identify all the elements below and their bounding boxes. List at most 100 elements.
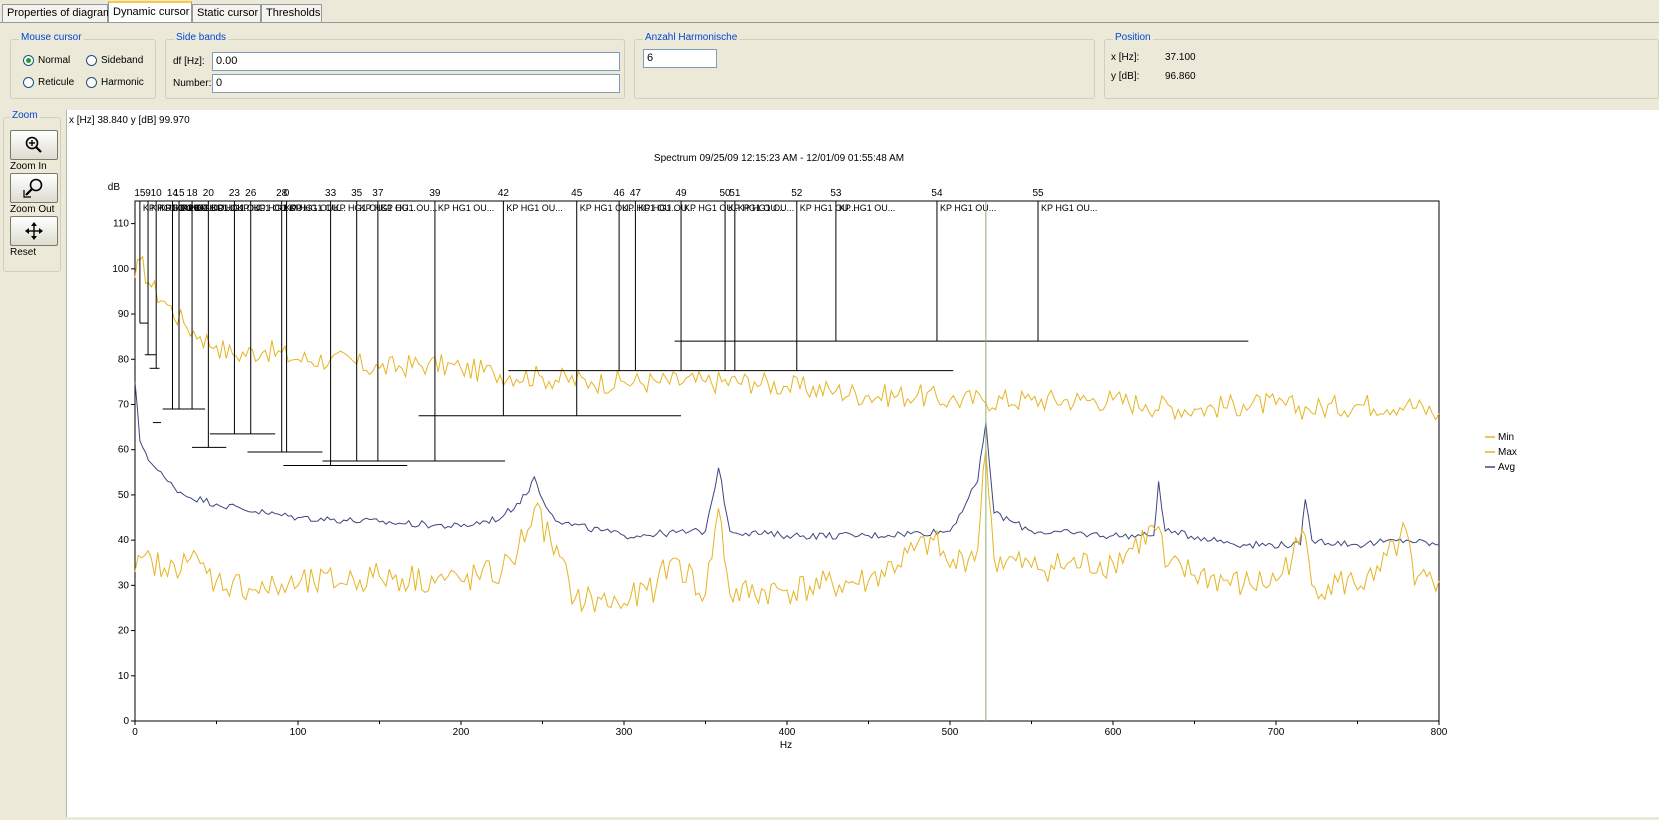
zoom-in-icon — [25, 136, 42, 153]
radio-harmonic[interactable]: Harmonic — [86, 77, 144, 88]
harmonic-mark-label: 52 — [791, 188, 803, 199]
radio-reticule[interactable]: Reticule — [23, 77, 74, 88]
tab-dynamic-cursor[interactable]: Dynamic cursor — [108, 1, 192, 23]
harmonic-mark-label: 47 — [630, 188, 642, 199]
harmonic-mark-label: 39 — [429, 188, 441, 199]
y-tick-label: 40 — [118, 535, 130, 546]
y-tick-label: 50 — [118, 490, 130, 501]
radio-normal-dot[interactable] — [23, 55, 34, 66]
position-group: Position x [Hz]: 37.100 y [dB]: 96.860 — [1104, 32, 1659, 99]
radio-sideband-label: Sideband — [101, 55, 144, 66]
harmonic-mark-label: 46 — [614, 188, 626, 199]
position-x-value: 37.100 — [1165, 52, 1196, 63]
harmonic-mark-label: 53 — [830, 188, 842, 199]
y-ticks: 0 10 20 30 40 50 60 70 80 90 100 110 — [112, 219, 135, 727]
y-tick-label: 70 — [118, 399, 130, 410]
harmonic-mark-label: 0 — [284, 188, 290, 199]
harmonic-mark-label: 54 — [931, 188, 943, 199]
harmonics-group: Anzahl Harmonische 6 — [634, 32, 1095, 99]
harmonic-mark-label: 55 — [1032, 188, 1044, 199]
zoom-group: Zoom — [3, 110, 61, 272]
reset-label: Reset — [10, 247, 37, 258]
mouse-cursor-group: Mouse cursor Normal Sideband Reticule Ha… — [10, 32, 156, 99]
harmonic-mark-label: 37 — [372, 188, 384, 199]
x-tick-label: 200 — [453, 727, 470, 738]
harmonic-mark-annotation: KP HG1 OU... — [175, 203, 231, 213]
harmonic-mark-annotation: KP HG1 OU... — [237, 203, 293, 213]
radio-normal[interactable]: Normal — [23, 55, 70, 66]
harmonic-mark-label: 15 — [134, 188, 146, 199]
harmonic-mark-label: 18 — [186, 188, 198, 199]
harmonic-mark-annotation: KP HG1 OU... — [580, 203, 636, 213]
zoom-in-button[interactable] — [10, 130, 58, 160]
x-tick-label: 100 — [290, 727, 307, 738]
x-tick-label: 700 — [1268, 727, 1285, 738]
x-tick-label: 300 — [616, 727, 633, 738]
series-max-line — [134, 255, 1440, 421]
radio-harmonic-dot[interactable] — [86, 77, 97, 88]
cursor-settings-panel: Mouse cursor Normal Sideband Reticule Ha… — [0, 22, 1659, 110]
harmonics-title: Anzahl Harmonische — [643, 32, 740, 43]
harmonic-mark-label: 33 — [325, 188, 337, 199]
chart-area[interactable]: x [Hz] 38.840 y [dB] 99.970 Spectrum 09/… — [67, 110, 1659, 817]
y-tick-label: 110 — [113, 219, 129, 230]
harmonic-mark-annotation: KP HG1 OU... — [800, 203, 856, 213]
position-y-value: 96.860 — [1165, 71, 1196, 82]
legend-label-avg: Avg — [1498, 462, 1515, 473]
side-bands-group: Side bands df [Hz]: 0.00 Number: 0 — [165, 32, 625, 99]
number-input[interactable]: 0 — [212, 74, 620, 93]
side-bands-title: Side bands — [174, 32, 229, 43]
mouse-cursor-title: Mouse cursor — [19, 32, 84, 43]
position-x-label: x [Hz]: — [1111, 52, 1140, 63]
tab-properties-of-diagram[interactable]: Properties of diagram — [2, 4, 112, 22]
tab-thresholds[interactable]: Thresholds — [261, 4, 322, 22]
x-tick-label: 0 — [132, 727, 138, 738]
harmonic-mark-label: 10 — [151, 188, 163, 199]
radio-normal-label: Normal — [38, 55, 71, 66]
radio-sideband[interactable]: Sideband — [86, 55, 143, 66]
zoom-title: Zoom — [10, 110, 40, 121]
harmonic-mark-annotation: KP HG1 OU... — [381, 203, 437, 213]
harmonic-mark-annotation: KP HG1 OU... — [182, 203, 238, 213]
harmonic-mark-annotation: KP HG1 OU... — [1041, 203, 1097, 213]
harmonic-mark-label: 49 — [675, 188, 687, 199]
harmonic-mark-label: 51 — [729, 188, 741, 199]
harmonic-mark-label: 20 — [203, 188, 215, 199]
zoom-in-label: Zoom In — [10, 161, 47, 172]
harmonic-mark-annotation: KP HG1 OU... — [638, 203, 694, 213]
y-tick-label: 100 — [112, 264, 129, 275]
harmonic-mark-label: 15 — [173, 188, 185, 199]
spectrum-chart[interactable]: x [Hz] 38.840 y [dB] 99.970 Spectrum 09/… — [67, 110, 1659, 817]
radio-harmonic-label: Harmonic — [101, 77, 144, 88]
tab-bar: Properties of diagram Dynamic cursor Sta… — [0, 0, 1659, 23]
y-tick-label: 30 — [118, 580, 130, 591]
harmonic-mark-annotation: KP HG1 OU... — [728, 203, 784, 213]
harmonic-mark-label: 50 — [719, 188, 731, 199]
harmonic-mark-annotation: KP HG1 OU... — [940, 203, 996, 213]
y-tick-label: 60 — [118, 445, 130, 456]
sideband-bars — [139, 322, 1249, 467]
zoom-panel: Zoom Zoom In Zoom Out Reset — [0, 110, 67, 817]
radio-sideband-dot[interactable] — [86, 55, 97, 66]
radio-reticule-dot[interactable] — [23, 77, 34, 88]
harmonic-mark-annotation: KP HG1 OU... — [438, 203, 494, 213]
series-min-line — [134, 449, 1440, 613]
harmonics-input[interactable]: 6 — [643, 49, 717, 68]
harmonic-mark-annotation: KP HG1 OU... — [143, 203, 199, 213]
harmonic-mark-label: 28 — [276, 188, 288, 199]
reset-button[interactable] — [10, 216, 58, 246]
position-title: Position — [1113, 32, 1153, 43]
harmonic-mark-annotation: KP HG1 OU... — [159, 203, 215, 213]
df-input[interactable]: 0.00 — [212, 52, 620, 71]
x-axis-label: Hz — [780, 740, 792, 751]
harmonic-mark-annotation: KP HG1 OU... — [334, 203, 390, 213]
x-tick-label: 400 — [779, 727, 796, 738]
zoom-out-icon — [23, 178, 43, 198]
number-label: Number: — [173, 78, 212, 89]
cursor-readout: x [Hz] 38.840 y [dB] 99.970 — [69, 115, 190, 126]
zoom-out-button[interactable] — [10, 173, 58, 203]
y-tick-label: 0 — [123, 716, 129, 727]
harmonic-mark-annotation: KP HG1 OU... — [211, 203, 267, 213]
tab-static-cursor[interactable]: Static cursor — [192, 4, 261, 22]
position-y-label: y [dB]: — [1111, 71, 1140, 82]
